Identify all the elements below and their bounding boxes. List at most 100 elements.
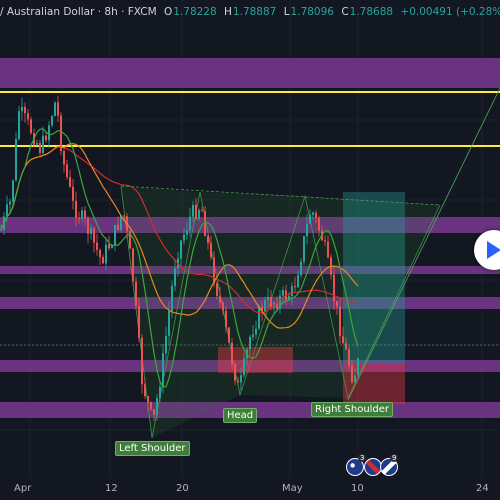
candle-body bbox=[264, 300, 266, 312]
left-shoulder-label: Left Shoulder bbox=[115, 441, 190, 456]
candle-body bbox=[333, 274, 335, 302]
candle-body bbox=[306, 223, 308, 237]
candle-body bbox=[240, 375, 242, 383]
candle-body bbox=[48, 125, 50, 141]
pattern-triangle bbox=[121, 186, 440, 438]
support-resistance-zone bbox=[0, 266, 500, 274]
head-label: Head bbox=[223, 408, 258, 423]
candle-body bbox=[357, 358, 359, 376]
x-tick-label: 24 bbox=[476, 483, 489, 494]
candle-body bbox=[276, 302, 278, 309]
candle-body bbox=[6, 204, 8, 217]
candle-body bbox=[123, 215, 125, 217]
candle-body bbox=[180, 240, 182, 259]
candle-body bbox=[345, 343, 347, 350]
candle-body bbox=[162, 353, 164, 387]
event-count: 3 bbox=[358, 454, 367, 462]
candle-body bbox=[39, 142, 41, 153]
neckline bbox=[120, 185, 441, 206]
x-tick-label: 20 bbox=[176, 483, 189, 494]
candle-body bbox=[204, 211, 206, 237]
candle-body bbox=[351, 365, 353, 383]
candle-body bbox=[279, 295, 281, 309]
candle-body bbox=[315, 212, 317, 218]
candle-body bbox=[117, 224, 119, 230]
candle-body bbox=[96, 242, 98, 250]
candle-body bbox=[21, 106, 23, 112]
pattern-shapes-layer bbox=[120, 87, 500, 439]
projection-line bbox=[347, 87, 500, 401]
candle-body bbox=[129, 230, 131, 249]
candle-body bbox=[120, 215, 122, 230]
low-value: 1.78096 bbox=[290, 6, 334, 18]
symbol-title[interactable]: / Australian Dollar · 8h · FXCM bbox=[0, 6, 157, 18]
candle-body bbox=[141, 337, 143, 385]
candle-body bbox=[42, 135, 44, 153]
play-button[interactable] bbox=[474, 230, 500, 270]
candle-body bbox=[75, 200, 77, 219]
candle-body bbox=[27, 113, 29, 120]
candle-body bbox=[198, 210, 200, 219]
candle-body bbox=[186, 230, 188, 235]
candle-body bbox=[93, 227, 95, 243]
candle-body bbox=[69, 177, 71, 187]
candle-body bbox=[294, 286, 296, 288]
support-resistance-zone bbox=[0, 297, 500, 309]
candle-body bbox=[30, 119, 32, 134]
candle-body bbox=[159, 386, 161, 398]
chart-header: / Australian Dollar · 8h · FXCM O1.78228… bbox=[0, 6, 500, 24]
candle-body bbox=[234, 363, 236, 381]
zones-layer bbox=[0, 0, 500, 478]
candle-body bbox=[336, 301, 338, 307]
target-box bbox=[343, 192, 405, 364]
x-tick-label: 10 bbox=[351, 483, 364, 494]
candle-body bbox=[237, 380, 239, 383]
candle-body bbox=[165, 335, 167, 354]
candle-body bbox=[24, 106, 26, 114]
candle-body bbox=[81, 210, 83, 219]
candle-body bbox=[222, 302, 224, 311]
candle-body bbox=[99, 249, 101, 258]
candle-body bbox=[111, 245, 113, 249]
candle-body bbox=[243, 358, 245, 376]
candle-body bbox=[339, 306, 341, 337]
candle-body bbox=[63, 151, 65, 165]
candle-body bbox=[318, 217, 320, 231]
candle-body bbox=[60, 115, 62, 152]
candle-body bbox=[12, 180, 14, 202]
x-tick-label: May bbox=[282, 483, 303, 494]
candle-body bbox=[231, 342, 233, 364]
candle-body bbox=[342, 336, 344, 344]
candle-body bbox=[300, 261, 302, 276]
candle-body bbox=[72, 186, 74, 201]
candle-body bbox=[207, 236, 209, 243]
uk-flag-icon[interactable] bbox=[380, 458, 398, 476]
candle-body bbox=[78, 218, 80, 220]
change-value: +0.00491 (+0.28%) bbox=[400, 6, 500, 18]
candle-body bbox=[312, 212, 314, 215]
candle-body bbox=[183, 234, 185, 241]
candle-body bbox=[168, 310, 170, 336]
candle-body bbox=[153, 409, 155, 415]
candle-body bbox=[18, 111, 20, 139]
candle-body bbox=[147, 396, 149, 403]
candle-body bbox=[54, 102, 56, 117]
candle-body bbox=[66, 164, 68, 178]
candle-body bbox=[252, 334, 254, 337]
candle-body bbox=[288, 295, 290, 300]
x-tick-label: 12 bbox=[105, 483, 118, 494]
economic-events[interactable]: 3 9 bbox=[346, 454, 402, 476]
candle-body bbox=[261, 306, 263, 312]
moving-average-short bbox=[0, 128, 359, 388]
candle-body bbox=[327, 241, 329, 258]
stop-loss-box bbox=[218, 347, 293, 373]
support-resistance-zone bbox=[0, 58, 500, 88]
australia-flag-icon[interactable] bbox=[346, 458, 364, 476]
candle-body bbox=[213, 257, 215, 284]
candle-body bbox=[108, 244, 110, 249]
candle-body bbox=[144, 384, 146, 397]
close-label: C bbox=[341, 6, 349, 18]
candle-body bbox=[210, 242, 212, 258]
